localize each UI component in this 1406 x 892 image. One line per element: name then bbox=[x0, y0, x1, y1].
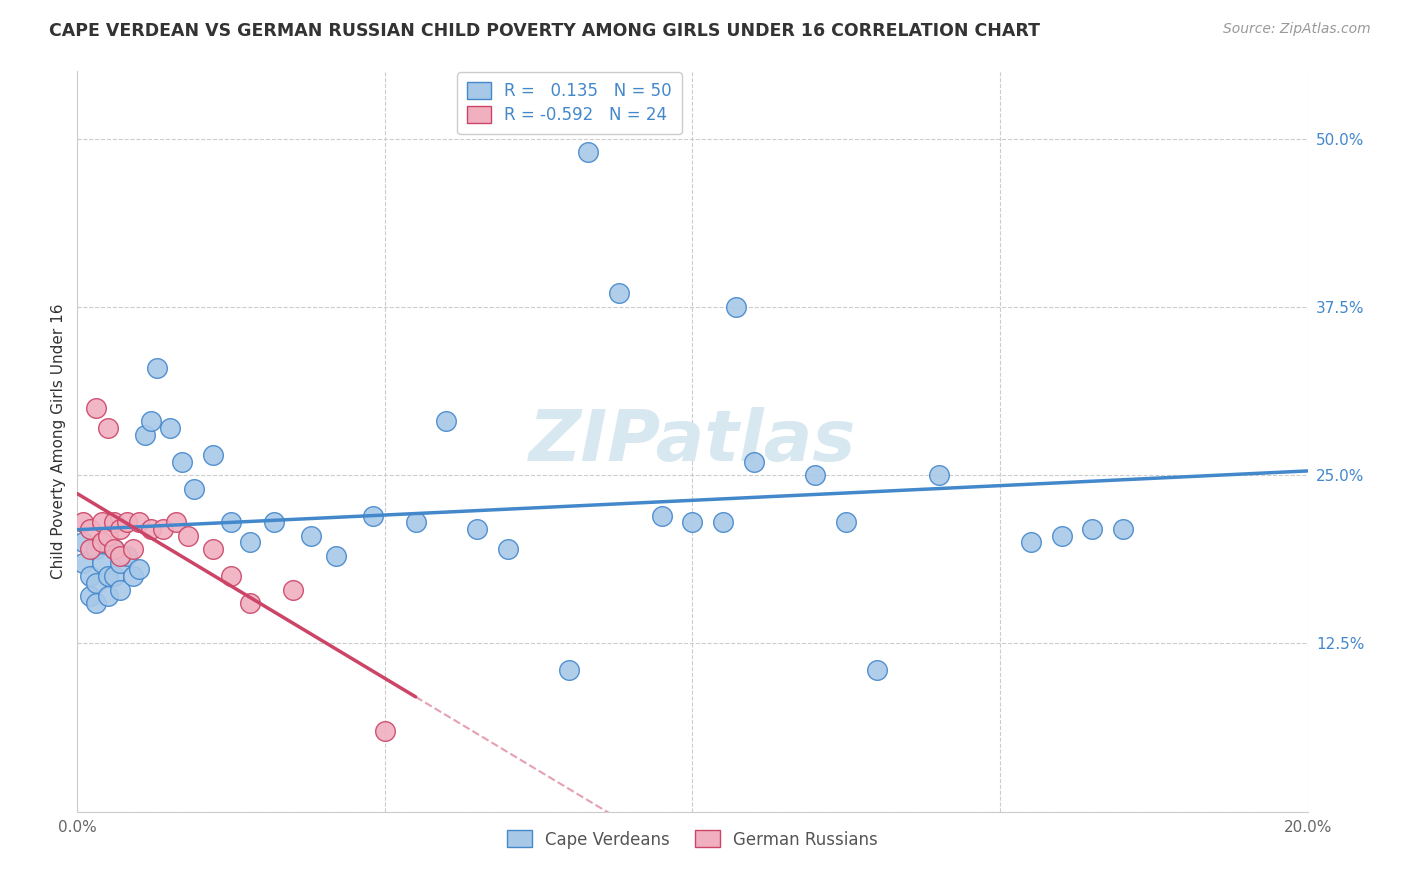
Text: CAPE VERDEAN VS GERMAN RUSSIAN CHILD POVERTY AMONG GIRLS UNDER 16 CORRELATION CH: CAPE VERDEAN VS GERMAN RUSSIAN CHILD POV… bbox=[49, 22, 1040, 40]
Point bbox=[711, 516, 734, 530]
Point bbox=[219, 516, 242, 530]
Point bbox=[165, 516, 187, 530]
Point bbox=[465, 522, 488, 536]
Point bbox=[651, 508, 673, 523]
Point bbox=[436, 414, 458, 428]
Point bbox=[97, 529, 120, 543]
Text: Source: ZipAtlas.com: Source: ZipAtlas.com bbox=[1223, 22, 1371, 37]
Point bbox=[79, 590, 101, 604]
Point bbox=[97, 590, 120, 604]
Point bbox=[121, 569, 143, 583]
Point bbox=[496, 542, 519, 557]
Point bbox=[84, 542, 107, 557]
Point bbox=[146, 360, 169, 375]
Point bbox=[263, 516, 285, 530]
Point bbox=[299, 529, 322, 543]
Point bbox=[866, 664, 889, 678]
Point bbox=[1081, 522, 1104, 536]
Point bbox=[90, 535, 114, 549]
Point bbox=[72, 556, 94, 570]
Point bbox=[103, 542, 125, 557]
Point bbox=[742, 455, 765, 469]
Point bbox=[201, 448, 224, 462]
Point bbox=[1050, 529, 1073, 543]
Point bbox=[928, 468, 950, 483]
Point bbox=[115, 549, 138, 563]
Point bbox=[72, 535, 94, 549]
Text: ZIPatlas: ZIPatlas bbox=[529, 407, 856, 476]
Point bbox=[361, 508, 384, 523]
Point bbox=[1019, 535, 1042, 549]
Point bbox=[103, 569, 125, 583]
Point bbox=[110, 549, 132, 563]
Point bbox=[79, 522, 101, 536]
Point bbox=[84, 596, 107, 610]
Point bbox=[141, 414, 163, 428]
Point bbox=[152, 522, 174, 536]
Point bbox=[97, 569, 120, 583]
Point bbox=[804, 468, 827, 483]
Legend: Cape Verdeans, German Russians: Cape Verdeans, German Russians bbox=[501, 823, 884, 855]
Point bbox=[141, 522, 163, 536]
Point bbox=[405, 516, 427, 530]
Point bbox=[128, 516, 150, 530]
Point bbox=[134, 427, 156, 442]
Point bbox=[558, 664, 581, 678]
Y-axis label: Child Poverty Among Girls Under 16: Child Poverty Among Girls Under 16 bbox=[51, 304, 66, 579]
Point bbox=[576, 145, 599, 160]
Point bbox=[90, 516, 114, 530]
Point bbox=[110, 582, 132, 597]
Point bbox=[72, 516, 94, 530]
Point bbox=[110, 556, 132, 570]
Point bbox=[835, 516, 858, 530]
Point bbox=[325, 549, 347, 563]
Point bbox=[103, 516, 125, 530]
Point bbox=[103, 542, 125, 557]
Point bbox=[1112, 522, 1135, 536]
Point bbox=[84, 401, 107, 415]
Point bbox=[607, 286, 630, 301]
Point bbox=[170, 455, 193, 469]
Point bbox=[183, 482, 205, 496]
Point bbox=[79, 542, 101, 557]
Point bbox=[121, 542, 143, 557]
Point bbox=[97, 421, 120, 435]
Point bbox=[682, 516, 704, 530]
Point bbox=[110, 522, 132, 536]
Point bbox=[84, 575, 107, 590]
Point bbox=[281, 582, 304, 597]
Point bbox=[201, 542, 224, 557]
Point bbox=[115, 516, 138, 530]
Point bbox=[374, 723, 396, 738]
Point bbox=[239, 535, 262, 549]
Point bbox=[128, 562, 150, 576]
Point bbox=[724, 300, 747, 314]
Point bbox=[177, 529, 200, 543]
Point bbox=[90, 556, 114, 570]
Point bbox=[79, 569, 101, 583]
Point bbox=[159, 421, 181, 435]
Point bbox=[239, 596, 262, 610]
Point bbox=[219, 569, 242, 583]
